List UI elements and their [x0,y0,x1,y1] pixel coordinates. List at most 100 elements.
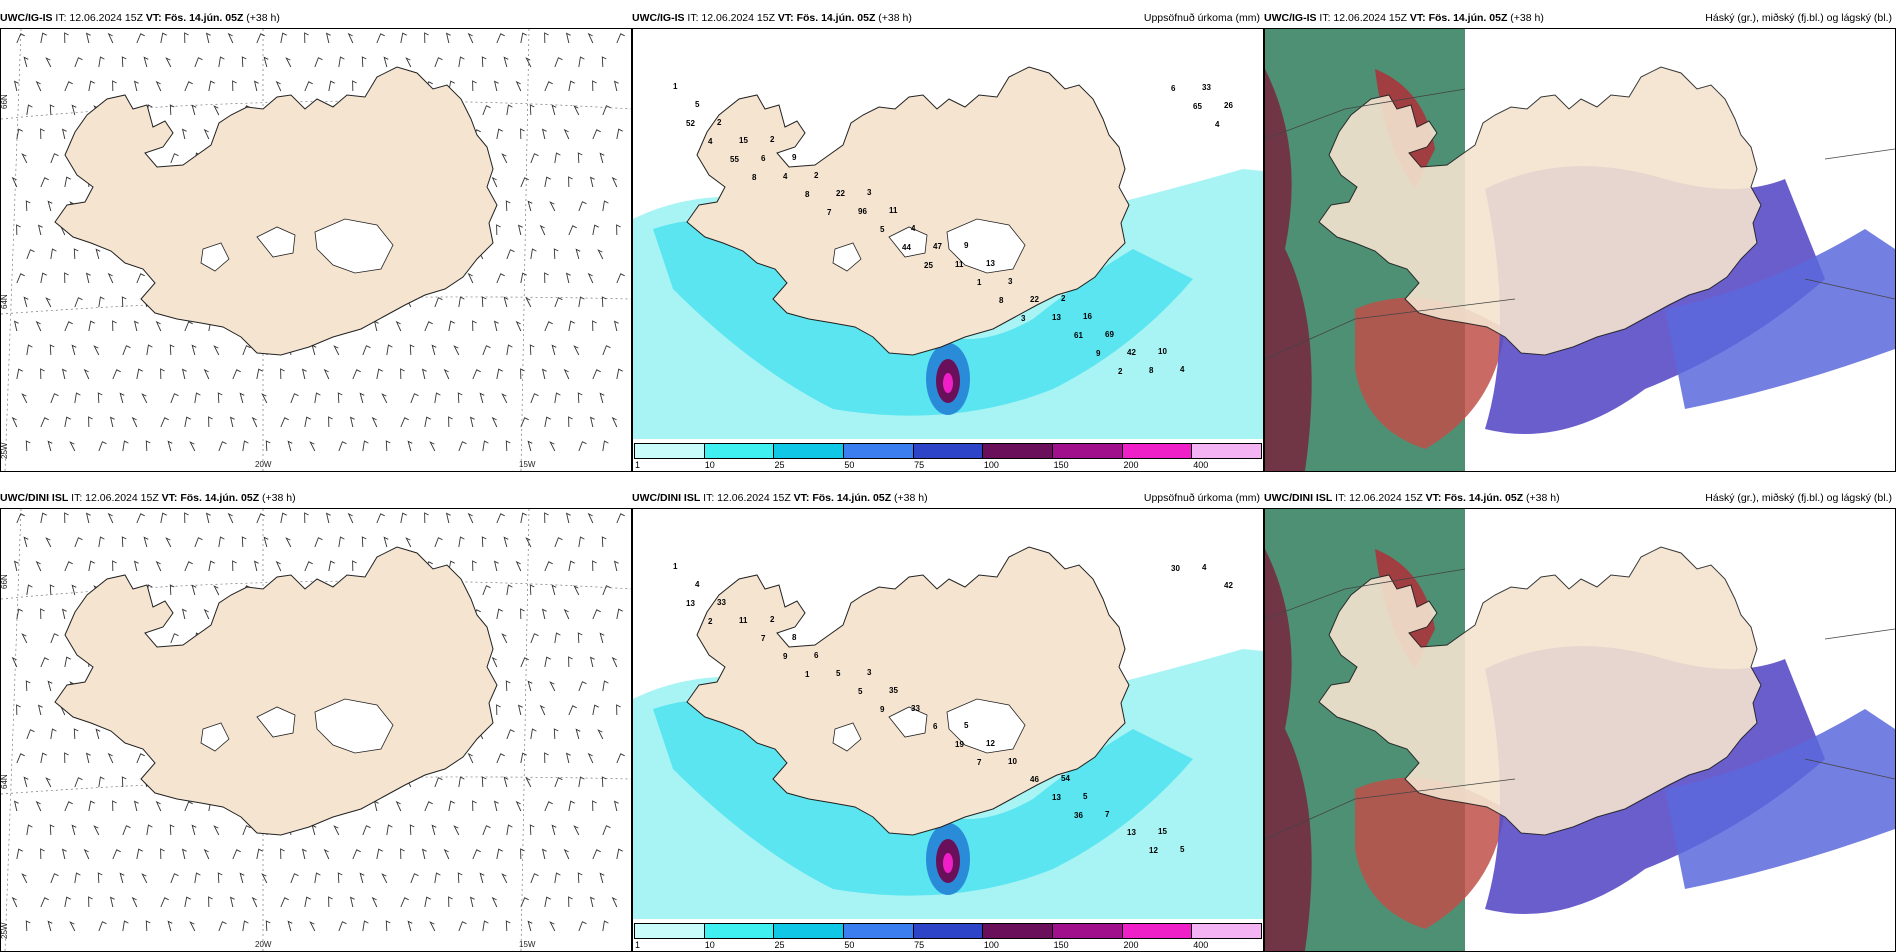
wind-barb [170,153,179,164]
wind-barb [194,872,201,884]
wind-barb [544,32,549,44]
iceland-landmass [686,66,1130,356]
wind-barb [539,224,546,236]
precip-point-label: 7 [761,634,766,643]
wind-barb [602,825,611,836]
wind-barb [73,728,79,740]
wind-barb [503,56,509,68]
precip-point-label: 5 [858,687,863,696]
wind-barb [520,752,527,764]
wind-barb [376,368,383,380]
wind-barb [133,80,139,92]
wind-barb [304,512,309,524]
wind-barb [457,392,463,404]
wind-barb [11,896,18,908]
wind-barb [143,536,149,548]
wind-barb [505,920,511,932]
wind-barb [160,512,167,524]
wind-barb [61,128,67,140]
wind-barb [256,368,263,380]
wind-barb [13,320,19,332]
precip-point-label: 30 [1171,564,1180,573]
lead-time: (+38 h) [1526,492,1560,504]
wind-barb [554,632,561,644]
wind-barb [328,416,333,428]
wind-barb [93,825,100,836]
wind-barb [227,32,234,44]
wind-barb [194,537,203,548]
wind-barb [160,417,169,428]
precip-point-label: 15 [1158,827,1167,836]
cloud-high-mid-overlap [1265,69,1312,471]
wind-barb [445,512,451,524]
wind-barb [98,921,107,932]
wind-barb [64,801,73,812]
wind-barb [434,777,443,788]
wind-barb [239,872,245,884]
precip-point-label: 5 [1180,845,1185,854]
wind-barb [205,512,211,524]
lat-label-66n: 66N [1,574,9,589]
wind-barb [184,32,189,44]
wind-barb [13,80,19,92]
wind-barb [256,848,263,860]
precip-color-legend: 1 10 25 50 75 100 150 200 400 [633,921,1263,951]
wind-barb [217,392,223,404]
wind-barb [611,176,618,188]
wind-barb [71,824,77,836]
wind-barb [189,441,196,452]
wind-barb [95,728,101,740]
wind-barb [517,704,523,716]
wind-barb [520,32,527,44]
wind-barb [554,537,563,548]
wind-barb [592,704,599,716]
wind-barb [11,416,18,428]
wind-barb [40,657,49,668]
wind-barb [373,800,379,812]
cloud-high-mid-overlap [1265,549,1312,951]
wind-barb [155,800,162,812]
wind-barb [218,56,225,68]
wind-barb [506,344,513,356]
precip-color-legend: 1 10 25 50 75 100 150 200 400 [633,441,1263,471]
wind-barb [506,584,513,596]
wind-barb [592,224,599,236]
wind-barb [568,225,577,236]
wind-barb [386,824,393,836]
wind-barb [194,57,203,68]
precip-point-label: 11 [739,616,748,625]
wind-barb [13,560,19,572]
wind-barb [74,872,81,884]
wind-barb [493,560,499,572]
glaciers [832,218,1026,274]
precip-point-label: 26 [1224,101,1233,110]
wind-barb [50,393,59,404]
wind-barb [88,896,93,908]
wind-barb [50,248,57,260]
glaciers [832,698,1026,754]
wind-barb [544,656,551,668]
wind-barb [40,128,45,140]
precip-point-label: 13 [1052,793,1061,802]
wind-barb [71,104,77,116]
wind-barb [229,416,235,428]
panel-precip-dini: UWC/DINI ISL IT: 12.06.2024 15Z VT: Fös.… [632,488,1264,952]
wind-barb [301,368,307,380]
valid-time: VT: Fös. 14.jún. 05Z [161,492,260,504]
coastline [54,546,498,836]
wind-barb [563,128,570,140]
wind-barb [26,344,33,356]
wind-barb [592,849,601,860]
panel-wind-dini: UWC/DINI ISL IT: 12.06.2024 15Z VT: Fös.… [0,488,632,952]
wind-barb [589,896,595,908]
init-time: IT: 12.06.2024 15Z [71,492,159,504]
wind-barb [506,249,515,260]
wind-barb [21,153,28,164]
wind-barb [88,416,93,428]
wind-barb [40,608,45,620]
accumulated-precip-map: 1 2 3 5 54 15 4 8 35 12 5 5 33 6 33 10 7 4 11 5 6 46 13 42 7 5 19 1… [632,508,1264,952]
wind-barb [35,560,42,572]
wind-barb [112,560,117,572]
wind-barb [395,320,402,332]
wind-barb [597,249,604,260]
